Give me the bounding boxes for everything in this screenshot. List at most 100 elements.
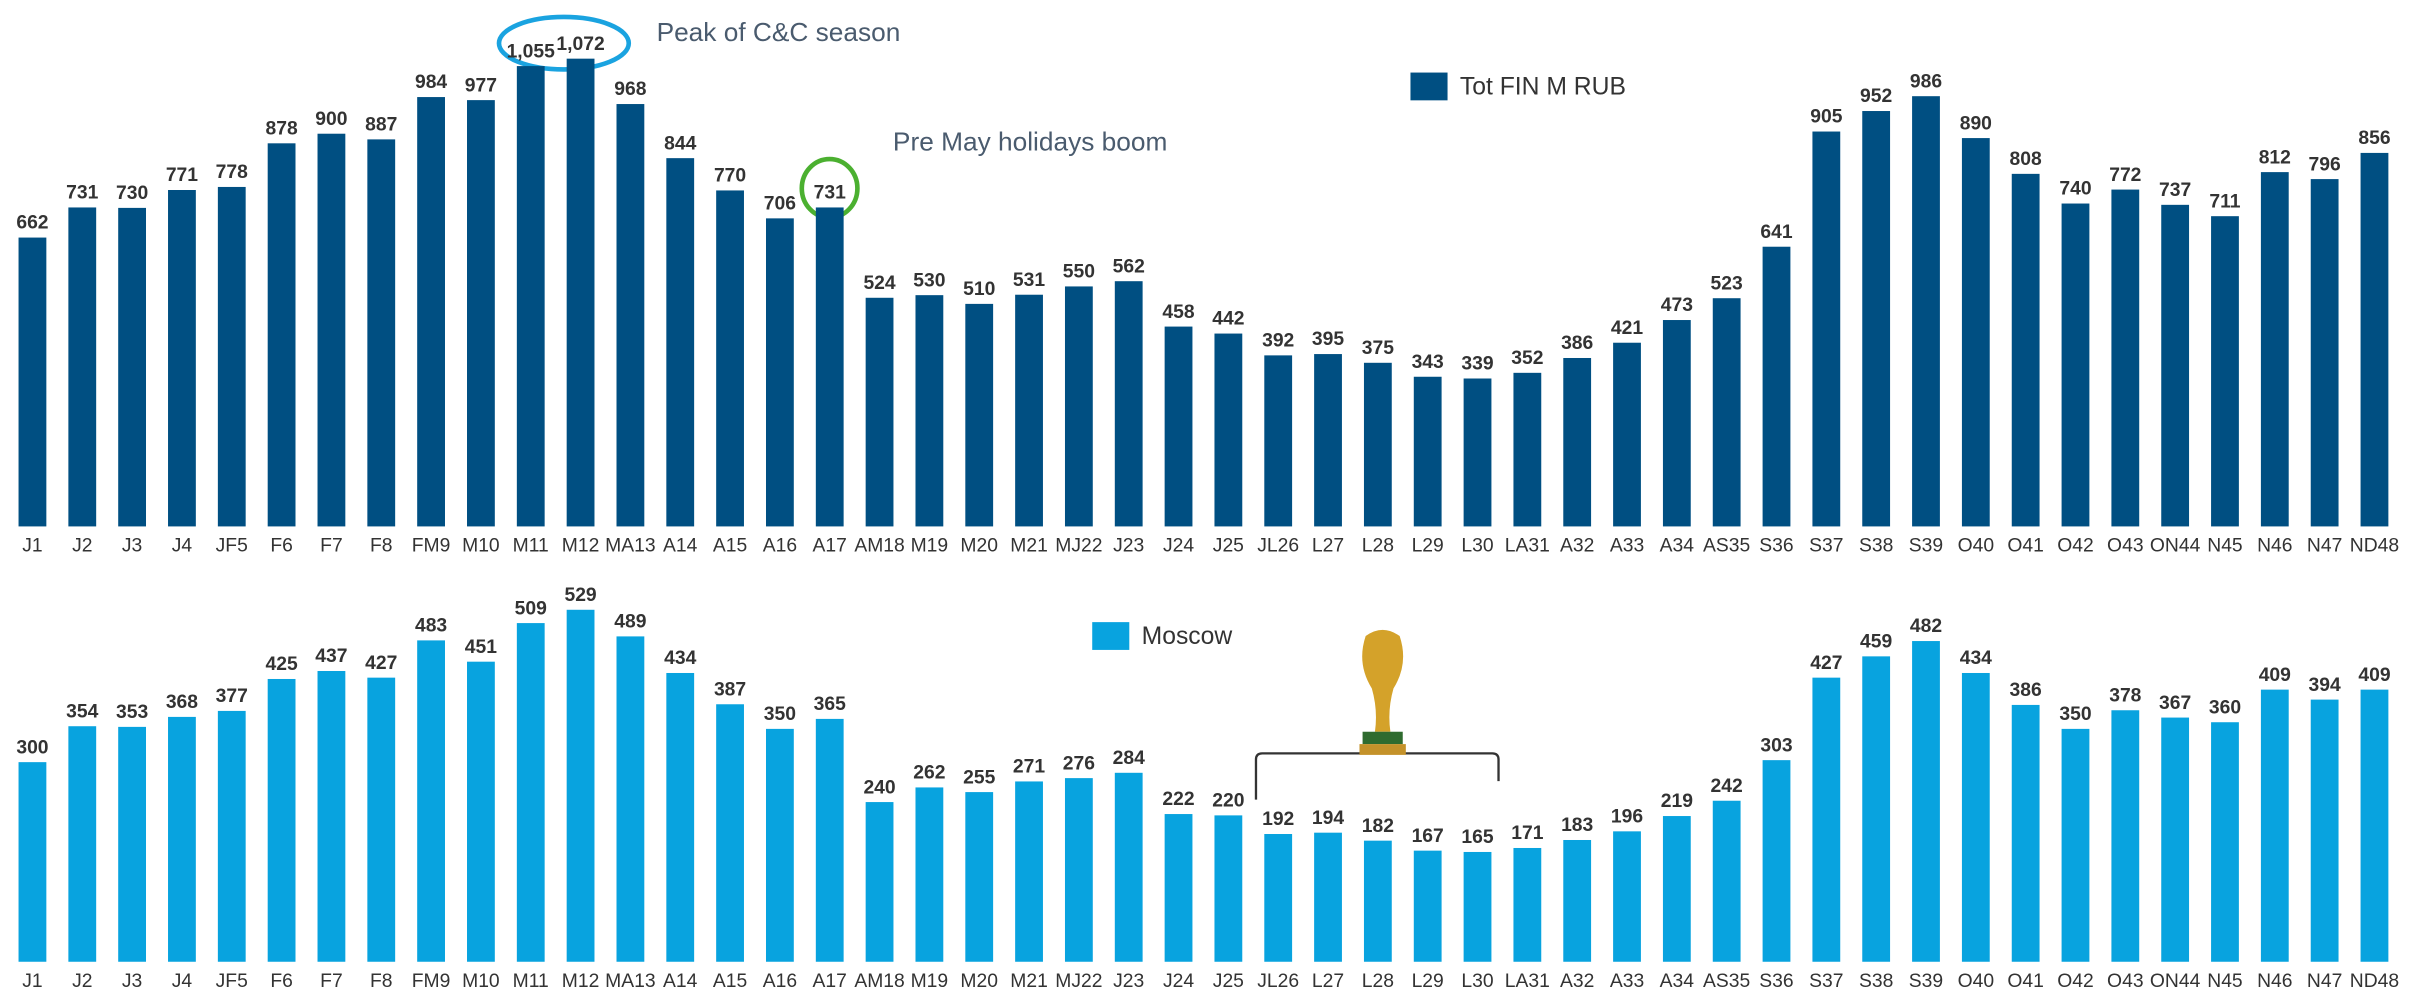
x-tick-label: L28 [1362,971,1394,988]
value-label: 730 [116,183,148,204]
bar [267,143,296,527]
x-tick-label: S38 [1859,536,1893,557]
bar [217,186,246,527]
legend-swatch [1410,72,1448,101]
x-tick-label: M19 [911,536,949,557]
value-label: 343 [1412,352,1444,373]
value-label: 434 [1960,648,1992,669]
x-tick-label: MA13 [605,971,655,988]
x-tick-label: F6 [270,536,293,557]
x-tick-label: A34 [1660,971,1695,988]
bar [2360,152,2389,527]
value-label: 706 [764,194,796,215]
bar [2360,689,2389,962]
bar [1862,656,1891,962]
x-tick-label: N47 [2307,971,2342,988]
x-tick-label: A17 [813,536,847,557]
x-tick-label: S37 [1809,536,1843,557]
bar [68,726,97,962]
value-label: 890 [1960,113,1992,134]
value-label: 482 [1910,616,1942,637]
bar [317,133,346,527]
x-tick-label: A33 [1610,536,1644,557]
bar [1862,111,1891,527]
x-tick-label: O41 [2007,971,2043,988]
value-label: 856 [2358,128,2390,149]
value-label: 171 [1511,823,1543,844]
bar [1961,138,1990,527]
value-label: 271 [1013,757,1045,778]
bar [317,670,346,962]
value-label: 368 [166,692,198,713]
value-label: 437 [315,646,347,667]
bar [367,139,396,527]
bar [1164,814,1193,962]
value-label: 220 [1212,791,1244,812]
x-tick-label: M12 [562,971,600,988]
bar [267,678,296,962]
bar [965,792,994,962]
x-tick-label: O43 [2107,536,2143,557]
value-label: 427 [365,653,397,674]
value-label: 509 [515,598,547,619]
x-tick-label: AS35 [1703,536,1750,557]
bar [1662,816,1691,962]
x-tick-label: J2 [72,971,92,988]
x-tick-label: JL26 [1257,536,1299,557]
bracket [1254,752,1500,800]
bar [666,158,695,527]
value-label: 192 [1262,809,1294,830]
value-label: 394 [2309,675,2341,696]
value-label: 339 [1461,354,1493,375]
value-label: 731 [66,183,98,204]
x-tick-label: M19 [911,971,949,988]
bar [1264,355,1293,527]
x-tick-label: M20 [960,536,998,557]
value-label: 459 [1860,632,1892,653]
bar [1413,376,1442,527]
bar [516,623,545,962]
x-tick-label: AM18 [854,971,904,988]
x-tick-label: JF5 [216,536,248,557]
value-label: 1,055 [507,41,556,62]
x-tick-label: J1 [22,971,42,988]
value-label: 222 [1162,789,1194,810]
value-label: 350 [2059,704,2091,725]
value-label: 255 [963,767,995,788]
bar [2011,173,2040,527]
x-tick-label: A15 [713,536,747,557]
value-label: 167 [1412,826,1444,847]
bar [217,710,246,962]
x-tick-label: F6 [270,971,293,988]
value-label: 524 [863,273,895,294]
value-label: 473 [1661,295,1693,316]
value-label: 353 [116,702,148,723]
bar [2111,189,2140,527]
bar [1114,772,1143,962]
bar [1812,677,1841,962]
bar [1712,800,1741,962]
x-tick-label: A32 [1560,971,1594,988]
value-label: 905 [1810,107,1842,128]
x-tick-label: S36 [1759,536,1793,557]
x-tick-label: S36 [1759,971,1793,988]
value-label: 409 [2358,665,2390,686]
value-label: 1,072 [556,34,604,55]
value-label: 796 [2309,154,2341,175]
bar [1214,815,1243,962]
annotation: Peak of C&C season [657,17,901,47]
bar [467,661,495,962]
x-tick-label: M21 [1010,536,1048,557]
x-tick-label: L27 [1312,971,1344,988]
x-tick-label: O43 [2107,971,2143,988]
bar [168,716,196,962]
bar [1064,778,1093,962]
value-label: 778 [216,162,248,183]
x-tick-label: A16 [763,536,797,557]
bar [516,66,545,527]
bar [965,303,994,527]
x-tick-label: O42 [2057,971,2093,988]
value-label: 386 [1561,333,1593,354]
x-tick-label: N45 [2207,536,2242,557]
x-tick-label: L27 [1312,536,1344,557]
